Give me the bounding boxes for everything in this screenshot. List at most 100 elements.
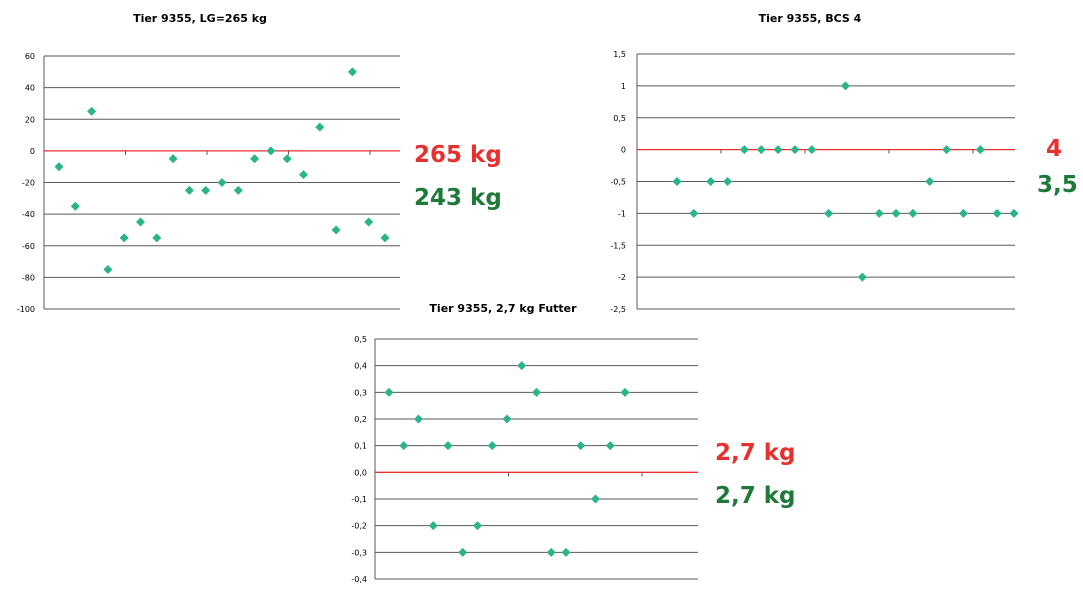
data-point xyxy=(443,441,453,451)
data-point xyxy=(168,154,178,164)
data-point xyxy=(233,185,243,195)
y-tick-label: 0 xyxy=(621,146,626,155)
data-point xyxy=(399,441,409,451)
data-point xyxy=(790,145,800,155)
y-tick-label: 40 xyxy=(25,84,35,93)
y-tick-label: 0,0 xyxy=(354,468,367,477)
data-point xyxy=(184,185,194,195)
data-point xyxy=(347,67,357,77)
data-point xyxy=(502,414,512,424)
annotation-bottom: 243 kg xyxy=(414,185,502,211)
data-point xyxy=(689,208,699,218)
data-point xyxy=(672,177,682,186)
annotation-top: 4 xyxy=(1046,136,1063,162)
y-tick-label: 0,5 xyxy=(354,335,367,344)
y-tick-label: 0,3 xyxy=(354,388,367,397)
data-point xyxy=(136,217,145,227)
y-tick-label: -40 xyxy=(22,210,35,219)
data-point xyxy=(282,154,292,164)
data-point xyxy=(605,441,615,451)
data-point xyxy=(591,494,600,504)
data-point xyxy=(561,547,571,557)
data-point xyxy=(620,387,630,397)
data-point xyxy=(380,233,390,243)
annotation-top: 265 kg xyxy=(414,142,502,168)
y-tick-label: -100 xyxy=(17,305,35,314)
chart-title: Tier 9355, BCS 4 xyxy=(759,12,862,25)
y-tick-label: 0,5 xyxy=(613,114,626,123)
data-point xyxy=(992,208,1002,218)
chart-title: Tier 9355, 2,7 kg Futter xyxy=(429,302,577,315)
data-point xyxy=(87,106,97,116)
data-point xyxy=(119,233,129,243)
y-tick-label: 60 xyxy=(25,52,35,61)
y-tick-label: -0,4 xyxy=(351,575,367,584)
chart-weight: -100 -80 -60 -40 -20 0 20 40 60 Tier 9355, LG=265… xyxy=(0,0,410,320)
data-point xyxy=(103,264,113,274)
data-point xyxy=(908,208,918,218)
chart-bcs: -2,5 -2 -1,5 -1 -0,5 0 0,5 1 1,5 Tier 9355, BCS 4 xyxy=(590,0,1040,320)
y-tick-label: 0,2 xyxy=(354,415,367,424)
data-point xyxy=(517,361,527,371)
data-point xyxy=(54,162,64,172)
data-point xyxy=(266,146,276,156)
chart-feed-svg: -0,4 -0,3 -0,2 -0,1 0,0 0,1 0,2 0,3 0,4 0,5 Tier 9… xyxy=(351,302,698,584)
y-tick-label: 20 xyxy=(25,115,35,124)
chart-title: Tier 9355, LG=265 kg xyxy=(133,12,267,25)
data-point xyxy=(384,387,394,397)
y-tick-label: -0,5 xyxy=(610,178,626,187)
data-point xyxy=(315,122,325,132)
data-point xyxy=(739,145,749,155)
data-point xyxy=(706,177,716,186)
data-point xyxy=(152,233,162,243)
y-tick-label: -0,2 xyxy=(351,522,367,531)
data-point xyxy=(942,145,952,155)
data-point xyxy=(487,441,497,451)
chart-weight-svg: -100 -80 -60 -40 -20 0 20 40 60 Tier 9355, LG=265… xyxy=(17,12,400,314)
data-point xyxy=(299,170,308,180)
annotation-bottom: 3,5 xyxy=(1037,172,1078,198)
y-tick-label: 1,5 xyxy=(613,50,626,59)
data-point xyxy=(723,177,733,186)
data-point xyxy=(414,414,423,424)
y-tick-label: 0 xyxy=(30,147,35,156)
y-tick-label: 1 xyxy=(621,82,626,91)
data-point xyxy=(201,185,211,195)
data-point xyxy=(576,441,586,451)
data-point xyxy=(807,145,817,155)
data-point xyxy=(891,208,901,218)
annotation-top: 2,7 kg xyxy=(715,440,796,466)
data-point xyxy=(958,208,968,218)
y-tick-label: -1 xyxy=(618,209,626,218)
y-tick-label: 0,1 xyxy=(354,442,367,451)
data-point xyxy=(458,547,468,557)
y-tick-label: 0,4 xyxy=(354,362,367,371)
chart-feed: -0,4 -0,3 -0,2 -0,1 0,0 0,1 0,2 0,3 0,4 0,5 Tier 9… xyxy=(320,295,710,585)
data-point xyxy=(250,154,260,164)
y-tick-label: -2,5 xyxy=(610,305,626,314)
y-tick-label: -60 xyxy=(22,242,35,251)
data-point xyxy=(824,208,834,218)
y-tick-label: -20 xyxy=(22,179,35,188)
data-point xyxy=(428,521,438,531)
data-point xyxy=(756,145,766,155)
data-point xyxy=(70,201,80,211)
data-point xyxy=(773,145,783,155)
y-tick-label: -0,1 xyxy=(351,495,367,504)
data-point xyxy=(874,208,884,218)
data-point xyxy=(546,547,556,557)
annotation-bottom: 2,7 kg xyxy=(715,483,796,509)
data-point xyxy=(975,145,985,155)
y-tick-label: -80 xyxy=(22,273,35,282)
y-tick-label: -2 xyxy=(618,273,626,282)
data-point xyxy=(217,178,227,187)
data-point xyxy=(473,521,482,531)
data-point xyxy=(857,272,867,282)
data-point xyxy=(925,177,935,186)
data-point xyxy=(532,387,541,397)
y-tick-label: -1,5 xyxy=(610,241,626,250)
data-point xyxy=(364,217,374,227)
data-point xyxy=(841,81,850,91)
chart-bcs-svg: -2,5 -2 -1,5 -1 -0,5 0 0,5 1 1,5 Tier 9355, BCS 4 xyxy=(610,12,1019,314)
data-point xyxy=(1009,208,1019,218)
